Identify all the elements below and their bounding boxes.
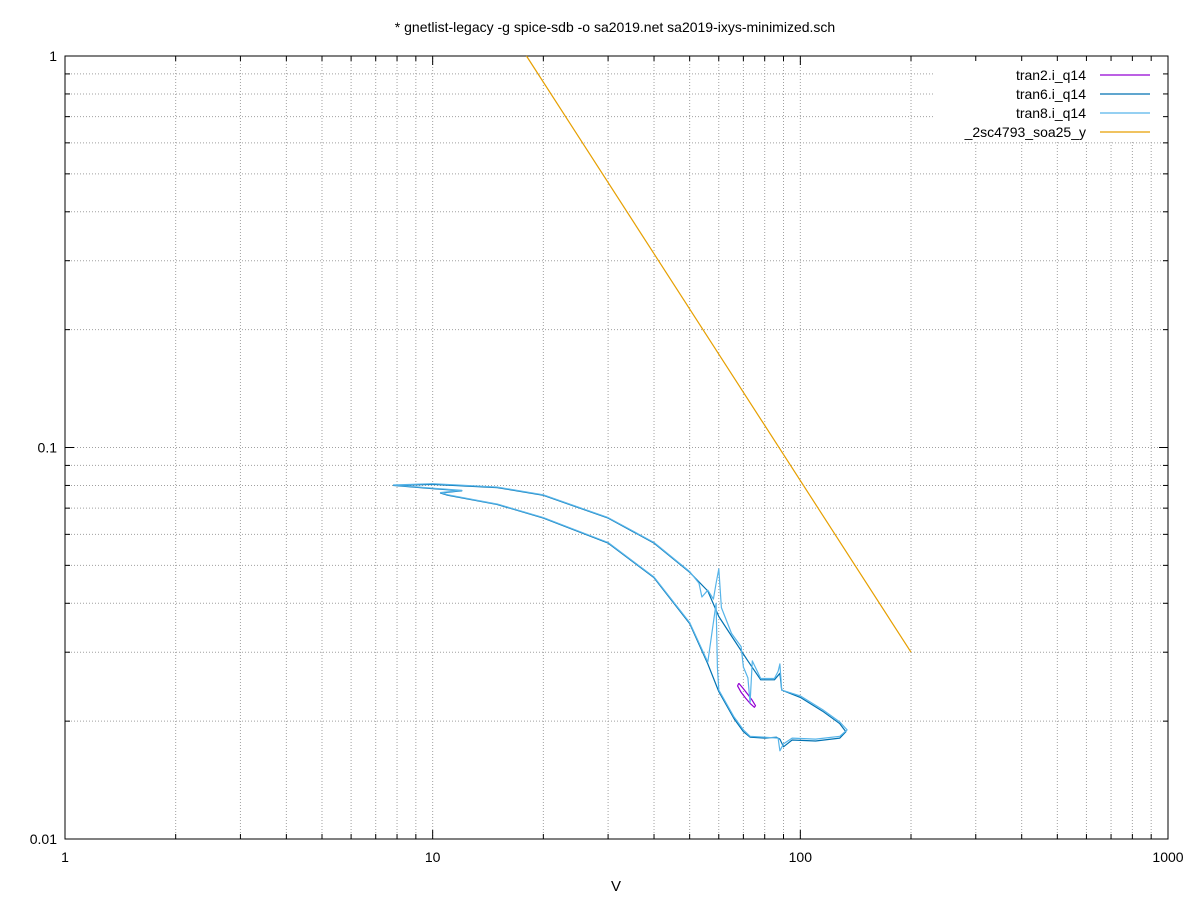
series-line-tran8-i-q14 xyxy=(392,483,848,752)
chart-title: * gnetlist-legacy -g spice-sdb -o sa2019… xyxy=(395,19,835,35)
axis-ticks: 1 10 100 1000 0.01 0.1 1 xyxy=(30,48,1184,865)
series-line-2sc4793-soa25-y xyxy=(525,55,912,653)
y-tick-label: 1 xyxy=(49,48,57,64)
series-line-tran2-i-q14 xyxy=(737,682,757,708)
x-axis-label: V xyxy=(611,878,621,895)
x-tick-label: 1000 xyxy=(1152,849,1183,865)
legend: tran2.i_q14 tran6.i_q14 tran8.i_q14 _2sc479… xyxy=(964,67,1150,140)
x-tick-label: 1 xyxy=(61,849,69,865)
legend-label: tran2.i_q14 xyxy=(1016,67,1086,83)
legend-label: tran6.i_q14 xyxy=(1016,86,1086,102)
x-tick-label: 100 xyxy=(789,849,813,865)
legend-label: tran8.i_q14 xyxy=(1016,105,1086,121)
grid xyxy=(65,56,1168,839)
x-tick-label: 10 xyxy=(425,849,441,865)
legend-label: _2sc4793_soa25_y xyxy=(964,124,1086,140)
series-group xyxy=(392,55,912,752)
y-tick-label: 0.01 xyxy=(30,831,57,847)
y-tick-label: 0.1 xyxy=(38,440,58,456)
